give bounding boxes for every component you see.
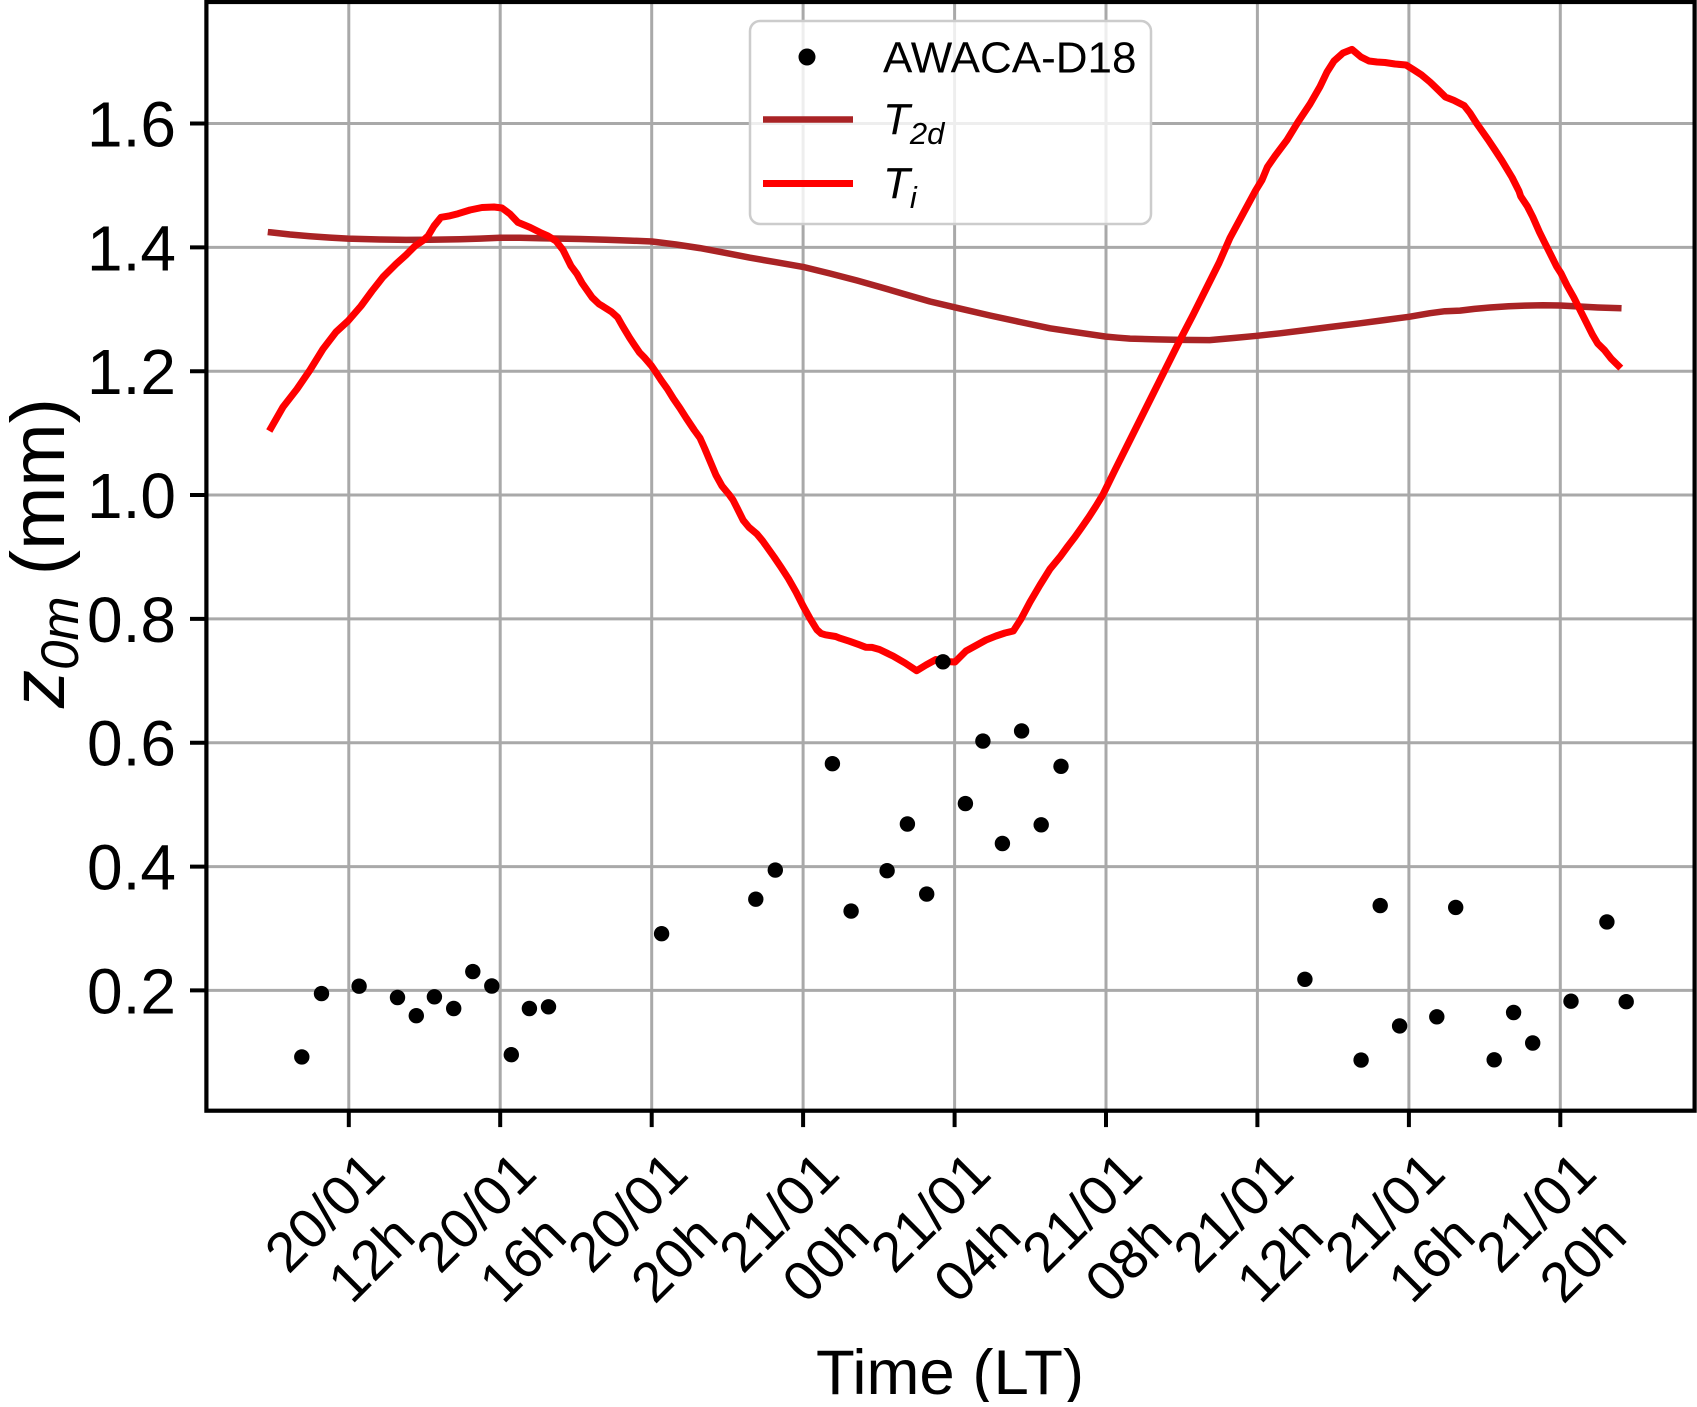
svg-text:Time (LT): Time (LT) xyxy=(816,1338,1084,1402)
svg-text:z0m (mm): z0m (mm) xyxy=(0,398,90,709)
svg-text:1.6: 1.6 xyxy=(87,89,176,161)
svg-text:1.4: 1.4 xyxy=(87,212,176,284)
svg-text:1.0: 1.0 xyxy=(87,460,176,532)
svg-text:1.2: 1.2 xyxy=(87,336,176,408)
svg-text:0.8: 0.8 xyxy=(87,584,176,656)
svg-text:0.6: 0.6 xyxy=(87,708,176,780)
svg-text:0.4: 0.4 xyxy=(87,832,176,904)
svg-text:0.2: 0.2 xyxy=(87,955,176,1027)
svg-text:AWACA-D18: AWACA-D18 xyxy=(883,34,1136,83)
